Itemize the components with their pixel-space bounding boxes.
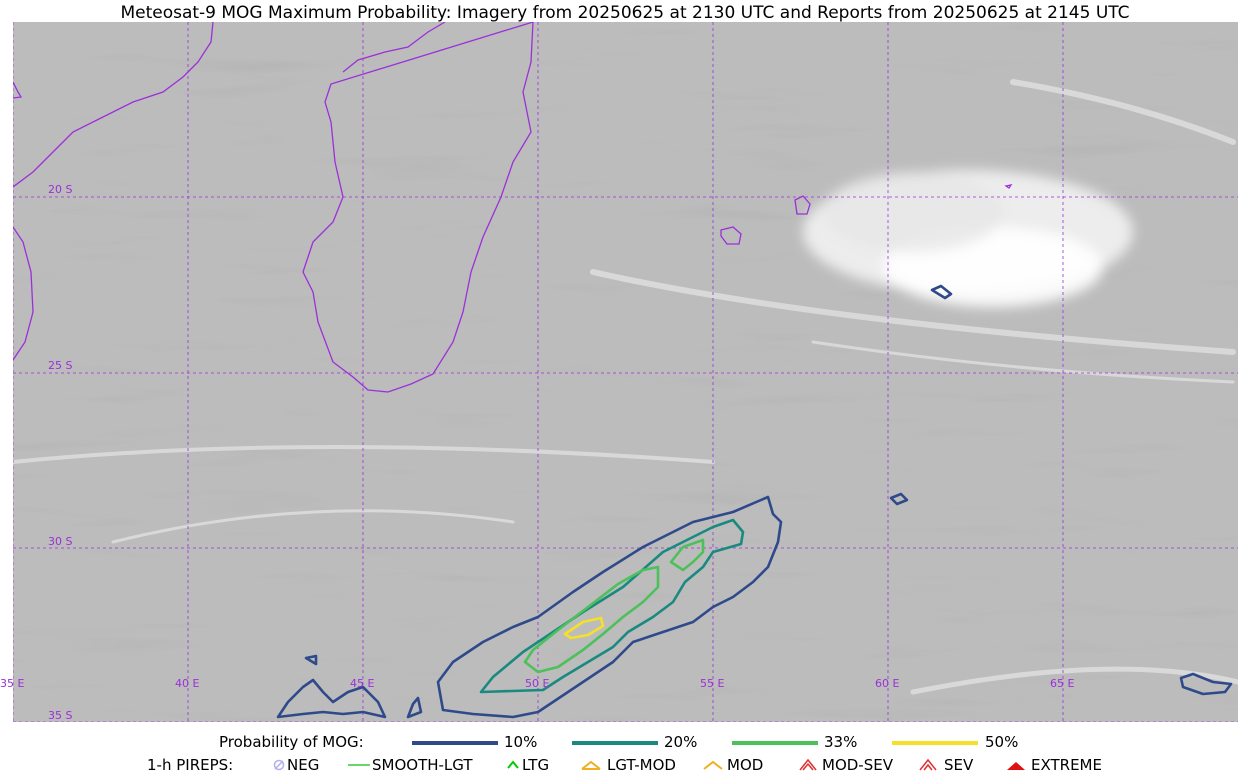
small-coast bbox=[13, 81, 23, 99]
lgt-mod-label: LGT-MOD bbox=[607, 756, 676, 774]
prob-20-label: 20% bbox=[664, 733, 698, 751]
lat-label-25s: 25 S bbox=[48, 359, 73, 372]
prob-10-swatch bbox=[412, 741, 498, 745]
contour-10 bbox=[436, 495, 783, 719]
lon-label-35e: 35 E bbox=[0, 677, 25, 690]
mozambique-coast bbox=[13, 226, 34, 361]
neg-label: NEG bbox=[287, 756, 320, 774]
smooth-lgt-icon bbox=[348, 764, 370, 766]
small-island bbox=[1004, 184, 1013, 189]
prob-20-swatch bbox=[572, 741, 658, 745]
lat-label-30s: 30 S bbox=[48, 535, 73, 548]
contour-10f bbox=[930, 284, 953, 300]
prob-legend: Probability of MOG: 10% 20% 33% 50% bbox=[0, 733, 1250, 753]
lon-label-50e: 50 E bbox=[525, 677, 550, 690]
africa-coast bbox=[13, 22, 214, 188]
satellite-map bbox=[13, 22, 1238, 722]
graticule bbox=[13, 22, 1238, 722]
mod-label: MOD bbox=[727, 756, 764, 774]
contour-10e bbox=[889, 492, 909, 506]
contour-33 bbox=[523, 565, 660, 674]
lgt-mod-icon bbox=[581, 760, 601, 770]
cloud-mass bbox=[803, 170, 1133, 307]
ltg-label: LTG bbox=[522, 756, 550, 774]
coastlines bbox=[13, 22, 1013, 393]
neg-icon bbox=[273, 759, 285, 771]
cloud-texture bbox=[13, 22, 1238, 722]
contour-10d bbox=[304, 654, 318, 666]
madagascar-coast bbox=[302, 22, 534, 393]
mod-icon bbox=[703, 760, 723, 770]
contour-10b bbox=[276, 678, 387, 719]
lon-label-65e: 65 E bbox=[1050, 677, 1075, 690]
lat-label-35s: 35 S bbox=[48, 709, 73, 722]
contour-10g bbox=[1179, 672, 1233, 696]
lon-label-45e: 45 E bbox=[350, 677, 375, 690]
prob-legend-title: Probability of MOG: bbox=[219, 733, 364, 751]
lon-label-55e: 55 E bbox=[700, 677, 725, 690]
ltg-icon bbox=[507, 760, 519, 769]
lat-label-20s: 20 S bbox=[48, 183, 73, 196]
contour-33b bbox=[669, 538, 705, 572]
prob-10-label: 10% bbox=[504, 733, 538, 751]
lon-label-40e: 40 E bbox=[175, 677, 200, 690]
contour-10c bbox=[406, 696, 423, 719]
prob-33-swatch bbox=[732, 741, 818, 745]
mod-sev-icon bbox=[799, 758, 817, 771]
cloud-streaks bbox=[13, 79, 1238, 695]
prob-contours bbox=[276, 284, 1233, 719]
mod-sev-label: MOD-SEV bbox=[822, 756, 893, 774]
prob-33-label: 33% bbox=[824, 733, 858, 751]
sev-icon bbox=[919, 758, 937, 771]
lon-label-60e: 60 E bbox=[875, 677, 900, 690]
extreme-label: EXTREME bbox=[1031, 756, 1102, 774]
map-title: Meteosat-9 MOG Maximum Probability: Imag… bbox=[120, 3, 1130, 23]
smooth-lgt-label: SMOOTH-LGT bbox=[372, 756, 473, 774]
prob-50-label: 50% bbox=[985, 733, 1019, 751]
reunion-island bbox=[720, 226, 742, 245]
contour-50 bbox=[563, 616, 605, 640]
mauritius-island bbox=[794, 195, 811, 215]
pirep-legend-title: 1-h PIREPS: bbox=[147, 756, 234, 774]
sev-label: SEV bbox=[944, 756, 974, 774]
prob-50-swatch bbox=[892, 741, 978, 745]
pirep-legend: 1-h PIREPS: NEG SMOOTH-LGT LTG LGT-MOD M… bbox=[0, 756, 1250, 776]
extreme-icon bbox=[1007, 762, 1025, 770]
